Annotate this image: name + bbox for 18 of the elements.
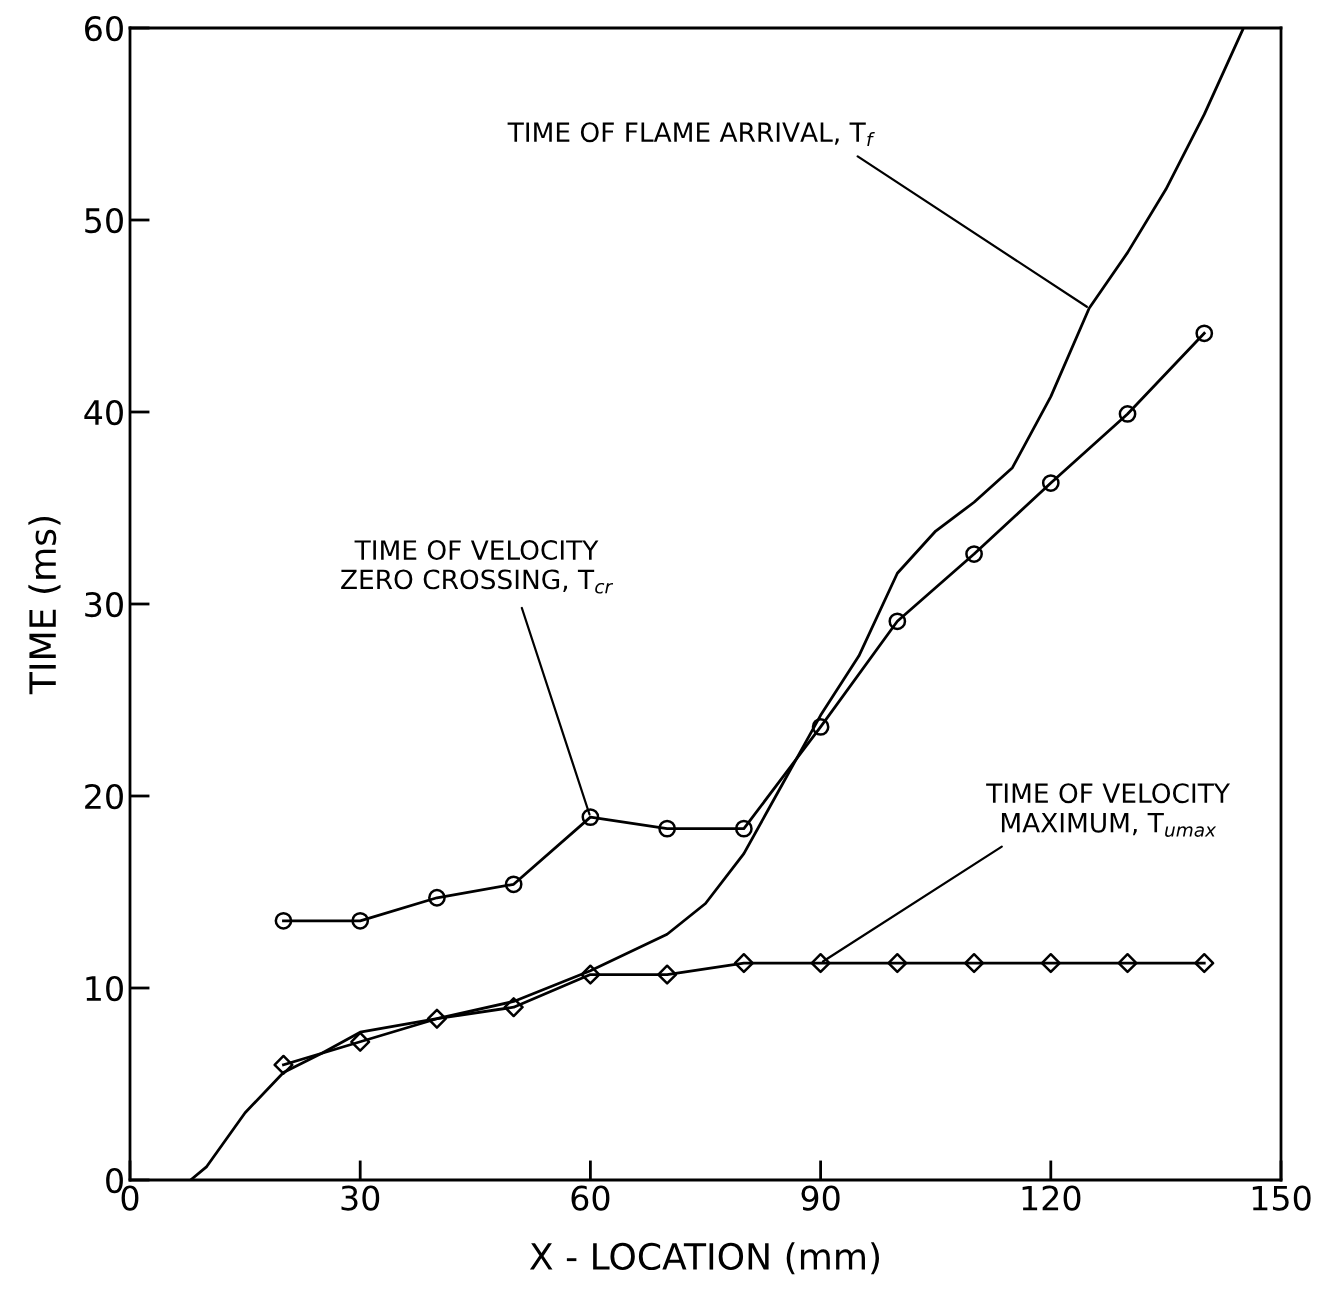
x-tick-label: 120 — [1022, 1185, 1081, 1211]
y-tick-label: 60 — [85, 15, 123, 42]
x-tick-label: 30 — [341, 1185, 380, 1211]
y-tick-label: 50 — [85, 207, 123, 234]
x-axis-title: X - LOCATION (mm) — [529, 1242, 880, 1275]
y-tick-label: 30 — [85, 591, 123, 618]
y-tick-label: 10 — [86, 975, 123, 1002]
y-tick-label: 0 — [106, 1167, 123, 1194]
x-tick-label: 60 — [571, 1185, 610, 1211]
annotation: TIME OF FLAME ARRIVAL, T$_{f}$ — [507, 122, 875, 147]
x-tick-label: 0 — [121, 1185, 139, 1211]
y-tick-label: 40 — [84, 399, 123, 426]
x-tick-label: 150 — [1252, 1185, 1311, 1211]
y-axis-title: TIME (ms) — [28, 516, 61, 695]
annotation: TIME OF VELOCITY ZERO CROSSING, T$_{cr}$ — [341, 540, 614, 594]
x-tick-label: 90 — [801, 1185, 840, 1211]
y-tick-label: 20 — [85, 783, 123, 810]
annotation: TIME OF VELOCITY MAXIMUM, T$_{umax}$ — [986, 783, 1231, 837]
